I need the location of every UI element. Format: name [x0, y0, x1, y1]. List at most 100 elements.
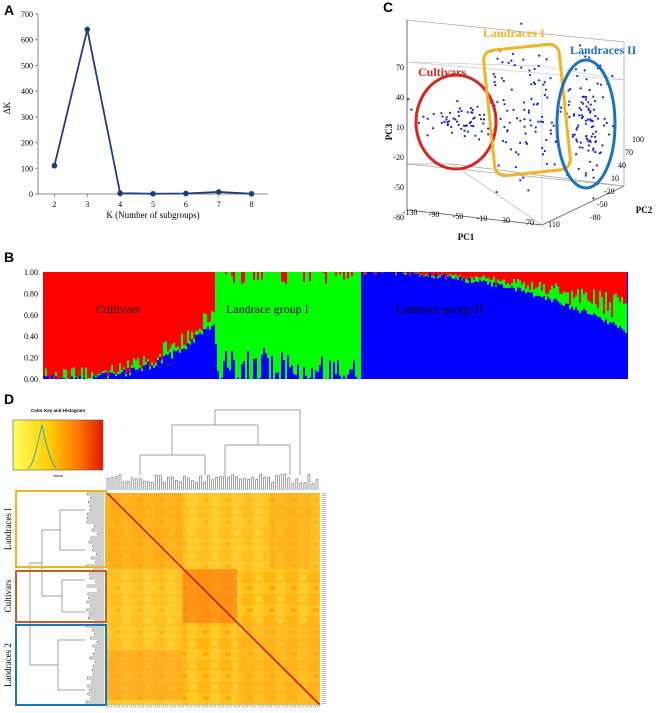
pca-point	[446, 121, 449, 124]
pca-point	[528, 73, 532, 77]
cultivar-bar-green	[211, 311, 213, 326]
row-dendrogram-branch	[91, 680, 104, 684]
landrace-ii-bar-red	[505, 272, 507, 285]
pca-point	[456, 100, 459, 103]
landrace-ii-bar-green	[523, 282, 525, 291]
landrace-ii-bar-red	[523, 272, 525, 283]
pca-point	[525, 141, 528, 144]
landrace-i-bar-blue	[277, 372, 279, 379]
cultivar-bar-green	[139, 365, 141, 368]
cultivar-bar-green	[143, 356, 145, 366]
cultivar-bar-green	[69, 376, 71, 378]
landrace-ii-bar-green	[549, 289, 551, 299]
cultivar-bar-blue	[123, 369, 125, 379]
delta-k-point	[84, 26, 91, 33]
row-dendrogram-branch	[90, 604, 104, 608]
landrace-ii-bar-green	[517, 279, 519, 288]
cultivar-bar-green	[189, 340, 191, 345]
column-dendrogram-branch	[134, 478, 138, 490]
pc1-tick-label: 70	[526, 218, 534, 227]
cultivar-bar-blue	[163, 355, 165, 379]
x-tick-label: 7	[217, 200, 221, 209]
landrace-i-bar-blue	[355, 376, 357, 379]
landrace-i-bar-blue	[317, 371, 319, 379]
row-dendrogram-branch	[29, 562, 58, 666]
cultivar-bar-green	[203, 313, 205, 330]
pca-point	[582, 95, 586, 98]
row-dendrogram-branch	[90, 536, 104, 540]
row-dendrogram-branch	[87, 684, 104, 688]
landrace-ii-bar-green	[623, 304, 625, 331]
pc2-tick-label: 10	[611, 174, 619, 183]
landrace-ii-bar-red	[413, 272, 415, 273]
column-dendrogram-branch	[171, 476, 174, 490]
pca-point	[594, 115, 597, 118]
cultivars-label: Cultivars	[418, 65, 466, 79]
landrace-ii-bar-red	[513, 272, 515, 279]
landrace-ii-bar-green	[589, 301, 591, 315]
cultivar-bar-green	[169, 348, 171, 353]
pca-point	[443, 120, 446, 123]
pca-point	[568, 115, 571, 118]
landrace-ii-bar-green	[437, 276, 439, 279]
landrace-ii-bar-green	[555, 283, 557, 299]
landrace-ii-bar-green	[567, 292, 569, 304]
y-axis-title: ΔK	[2, 101, 12, 114]
landrace-ii-bar-red	[515, 272, 517, 283]
landrace-ii-bar-red	[445, 272, 447, 279]
cultivar-bar-green	[191, 331, 193, 340]
pca-point	[599, 151, 602, 154]
cultivar-bar-blue	[71, 376, 73, 379]
landrace-ii-bar-green	[565, 292, 567, 304]
pca-point	[585, 105, 588, 108]
landrace-i-bar-blue	[255, 358, 257, 379]
landrace-i-bar-blue	[241, 364, 243, 379]
column-dendrogram-branch	[239, 478, 242, 490]
landrace-ii-bar-green	[461, 279, 463, 281]
cultivar-bar-blue	[169, 352, 171, 379]
pca-point	[523, 118, 526, 121]
heatmap-block	[183, 493, 320, 569]
row-dendrogram-branch	[92, 548, 104, 552]
cultivar-bar-green	[159, 353, 161, 357]
cultivar-bar-green	[121, 369, 123, 372]
pca-point	[476, 105, 479, 108]
row-dendrogram-branch	[89, 656, 104, 660]
pca-point	[539, 120, 543, 123]
landrace-ii-bar-green	[513, 278, 515, 289]
landrace-ii-bar-green	[499, 281, 501, 285]
column-dendrogram-branch	[183, 475, 186, 490]
pca-point	[528, 69, 531, 72]
pca-point	[601, 96, 605, 99]
landrace-ii-bar-red	[531, 272, 533, 282]
landrace-ii-bar-red	[585, 272, 587, 292]
landrace-ii-bar-red	[463, 272, 465, 278]
landrace-ii-bar-green	[415, 273, 417, 274]
pca-point	[472, 125, 475, 128]
pca-point	[462, 124, 466, 127]
cultivar-bar-green	[99, 373, 101, 375]
cultivar-bar-blue	[139, 367, 141, 379]
landrace-ii-bar-red	[519, 272, 521, 281]
cultivar-bar-blue	[165, 354, 167, 379]
pc1-tick-label: -10	[477, 214, 488, 223]
cultivar-bar-green	[151, 362, 153, 366]
landrace-ii-bar-green	[441, 273, 443, 275]
landrace-ii-bar-red	[547, 272, 549, 294]
landrace-ii-bar-red	[527, 272, 529, 286]
cultivar-bar-green	[199, 328, 201, 333]
row-dendrogram-branch	[41, 529, 62, 597]
y-tick-label: 0.40	[24, 332, 38, 341]
cultivar-bar-green	[131, 365, 133, 368]
landrace-ii-bar-red	[565, 272, 567, 293]
pca-point	[513, 64, 516, 67]
landrace-ii-bar-green	[507, 283, 509, 288]
pc3-axis-title: PC3	[384, 123, 394, 140]
landrace-i-bar-red	[335, 272, 337, 276]
landraces-i-box	[15, 490, 107, 568]
landrace-ii-bar-red	[449, 272, 451, 274]
pca-point	[502, 139, 505, 142]
column-dendrogram-branch	[118, 474, 122, 490]
landrace-ii-bar-red	[601, 272, 603, 298]
